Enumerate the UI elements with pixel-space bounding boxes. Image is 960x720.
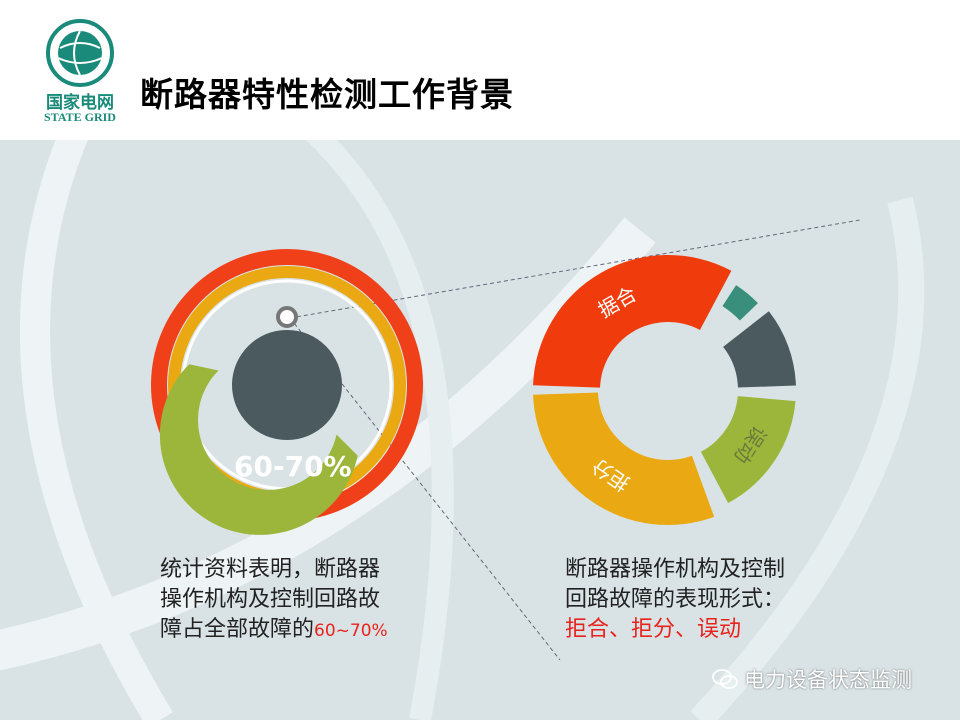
left-caption: 统计资料表明，断路器 操作机构及控制回路故 障占全部故障的60~70%	[160, 555, 388, 646]
right-caption: 断路器操作机构及控制 回路故障的表现形式： 拒合、拒分、误动	[565, 555, 785, 645]
donut-segment	[533, 255, 732, 388]
watermark-text: 电力设备状态监测	[744, 668, 912, 692]
left-caption-line: 统计资料表明，断路器	[160, 557, 381, 582]
donut-segment	[722, 285, 758, 321]
donut-segment	[723, 311, 796, 388]
left-caption-highlight: 60~70%	[314, 621, 388, 641]
right-caption-line: 断路器操作机构及控制	[565, 557, 786, 582]
gauge-center-disc	[232, 330, 342, 440]
right-caption-highlight: 拒合、拒分、误动	[565, 617, 742, 642]
left-caption-line: 操作机构及控制回路故	[160, 587, 381, 612]
logo-cn-text: 国家电网	[46, 93, 114, 113]
state-grid-logo: 国家电网 STATE GRID	[38, 18, 122, 136]
gauge-fill-arc	[159, 364, 358, 535]
slide-header: 国家电网 STATE GRID 断路器特性检测工作背景	[0, 0, 960, 140]
donut-segment	[700, 396, 796, 504]
gauge-percent-label: 60-70%	[234, 450, 352, 483]
logo-en-text: STATE GRID	[44, 110, 116, 124]
gauge-pointer-knob	[276, 306, 298, 328]
watermark: 电力设备状态监测	[712, 664, 912, 694]
donut-segment	[533, 392, 715, 525]
globe-icon	[46, 19, 114, 87]
right-caption-line: 回路故障的表现形式：	[565, 587, 786, 612]
failure-share-gauge	[151, 249, 423, 535]
wechat-icon	[712, 669, 738, 689]
left-caption-line: 障占全部故障的	[160, 617, 315, 642]
page-title: 断路器特性检测工作背景	[140, 75, 514, 114]
